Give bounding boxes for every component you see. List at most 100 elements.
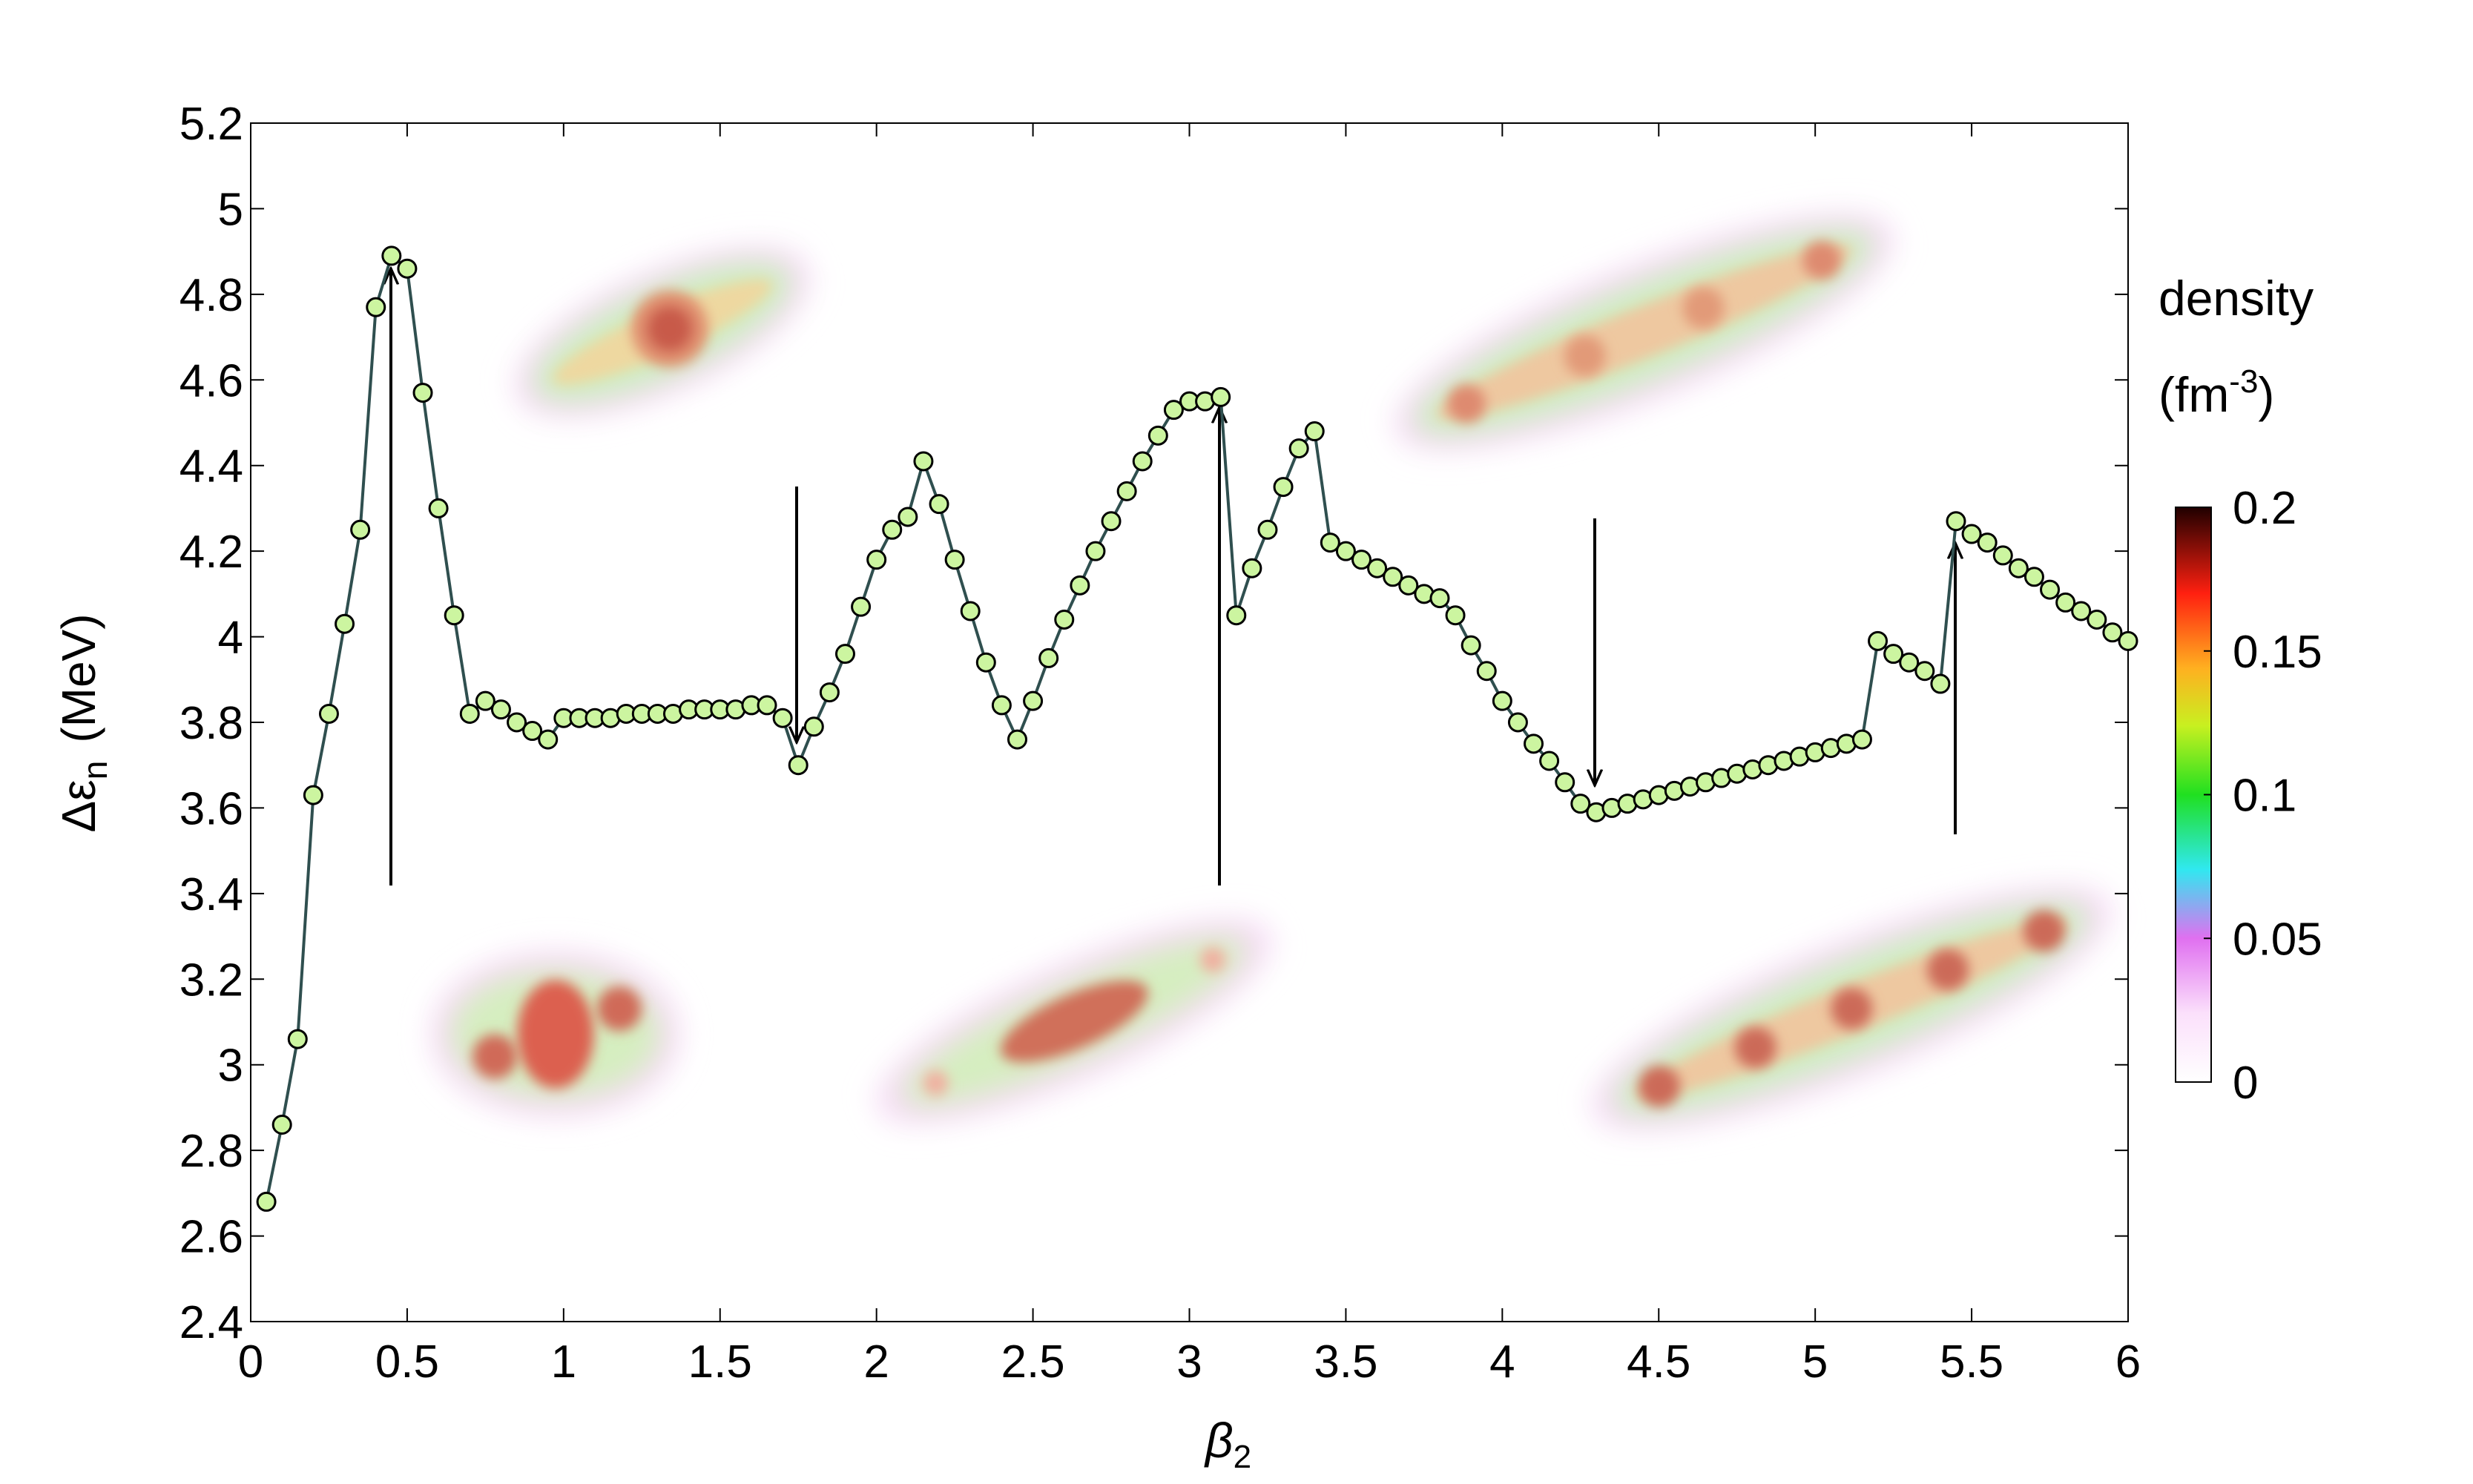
data-point [1257, 519, 1278, 540]
data-point [1429, 588, 1450, 609]
y-tick-label: 3.8 [180, 698, 243, 749]
data-point [1851, 729, 1872, 750]
x-axis-label: β2 [1204, 1413, 1251, 1475]
data-point [1147, 425, 1168, 446]
data-point [1273, 477, 1294, 498]
data-point [271, 1115, 292, 1135]
data-point [1398, 575, 1419, 596]
colorbar-tick-label: 0.1 [2233, 771, 2296, 822]
colorbar: 0 0.05 0.1 0.15 0.2 [2175, 483, 2322, 1109]
data-point [1367, 558, 1388, 578]
data-point [819, 682, 840, 703]
y-label-sub: n [76, 761, 114, 780]
data-point [1992, 545, 2013, 566]
data-point [475, 690, 495, 711]
x-tick-label: 4.5 [1627, 1336, 1690, 1388]
data-point [1868, 630, 1888, 651]
data-point [444, 605, 464, 626]
data-point [803, 716, 824, 737]
plot [256, 245, 2138, 1212]
y-tick-label: 4.6 [180, 355, 243, 406]
x-tick-label: 5.5 [1940, 1336, 2003, 1388]
data-point [1476, 661, 1497, 682]
data-point [1085, 541, 1106, 561]
data-point [929, 494, 949, 515]
data-point [1038, 647, 1059, 668]
data-point [1023, 690, 1044, 711]
data-point [1539, 751, 1560, 771]
data-point [2071, 601, 2092, 621]
y-tick-label: 3.2 [180, 954, 243, 1006]
data-point [1914, 661, 1935, 682]
density-image [876, 919, 1273, 1124]
data-point [1211, 386, 1231, 407]
data-point [1383, 567, 1403, 587]
x-tick-label: 3 [1176, 1336, 1202, 1388]
x-label-sub: 2 [1234, 1439, 1251, 1475]
data-point [1899, 652, 1920, 673]
data-point [335, 613, 355, 634]
axes: 0 0.5 1 1.5 2 2.5 3 3.5 4 4.5 5 5.5 6 2.4 2.6 2.8 3 3.2 3.… [180, 99, 2141, 1388]
data-point [1304, 421, 1325, 442]
data-point [913, 451, 934, 472]
data-point [851, 596, 872, 617]
y-tick-label: 4.2 [180, 527, 243, 578]
data-point [757, 695, 777, 716]
data-point [397, 258, 418, 279]
data-point [1524, 733, 1544, 754]
data-point [2087, 609, 2107, 630]
data-point [898, 507, 918, 527]
data-point [412, 383, 433, 403]
data-point [2118, 630, 2138, 651]
data-point [2040, 579, 2061, 600]
y-axis-label: Δεn (MeV) [52, 613, 114, 832]
y-tick-label: 4.8 [180, 270, 243, 321]
data-point [1445, 605, 1466, 626]
data-point [1883, 644, 1904, 664]
density-image [1591, 886, 2113, 1131]
x-label-main: β [1204, 1413, 1234, 1468]
y-tick-label: 2.4 [180, 1297, 243, 1348]
colorbar-title: density [2158, 271, 2314, 326]
data-point [1492, 690, 1512, 711]
data-point [459, 703, 480, 724]
density-images [431, 214, 2113, 1131]
data-point [1288, 438, 1309, 459]
data-point [507, 712, 527, 733]
y-label-unit: (MeV) [52, 613, 105, 742]
data-point [1132, 451, 1153, 472]
y-label-main: Δε [52, 779, 105, 832]
data-point [1930, 673, 1951, 694]
data-point [1507, 712, 1528, 733]
data-point [1054, 609, 1075, 630]
data-point [882, 519, 903, 540]
y-tick-label: 3 [218, 1041, 243, 1092]
y-tick-label: 3.6 [180, 783, 243, 834]
colorbar-unit: (fm-3) [2158, 363, 2274, 422]
data-point [975, 652, 996, 673]
data-point [350, 519, 371, 540]
colorbar-tick-label: 0 [2233, 1058, 2258, 1109]
data-point [1101, 511, 1122, 532]
colorbar-unit-part: (fm [2158, 367, 2229, 422]
data-point [1335, 541, 1356, 561]
data-point [1961, 524, 1982, 544]
data-point [303, 785, 323, 805]
data-point [428, 498, 449, 518]
data-point [490, 699, 511, 720]
x-tick-label: 5 [1802, 1336, 1828, 1388]
x-tick-label: 6 [2115, 1336, 2141, 1388]
data-point [944, 550, 965, 570]
x-tick-label: 3.5 [1314, 1336, 1377, 1388]
data-point [287, 1029, 308, 1049]
data-point [256, 1191, 277, 1212]
data-point [1570, 794, 1591, 814]
y-tick-label: 4 [218, 613, 243, 664]
data-point [788, 755, 809, 776]
x-tick-label: 2 [863, 1336, 889, 1388]
data-point [1163, 400, 1184, 421]
data-point [2102, 622, 2123, 643]
y-tick-label: 3.4 [180, 869, 243, 920]
